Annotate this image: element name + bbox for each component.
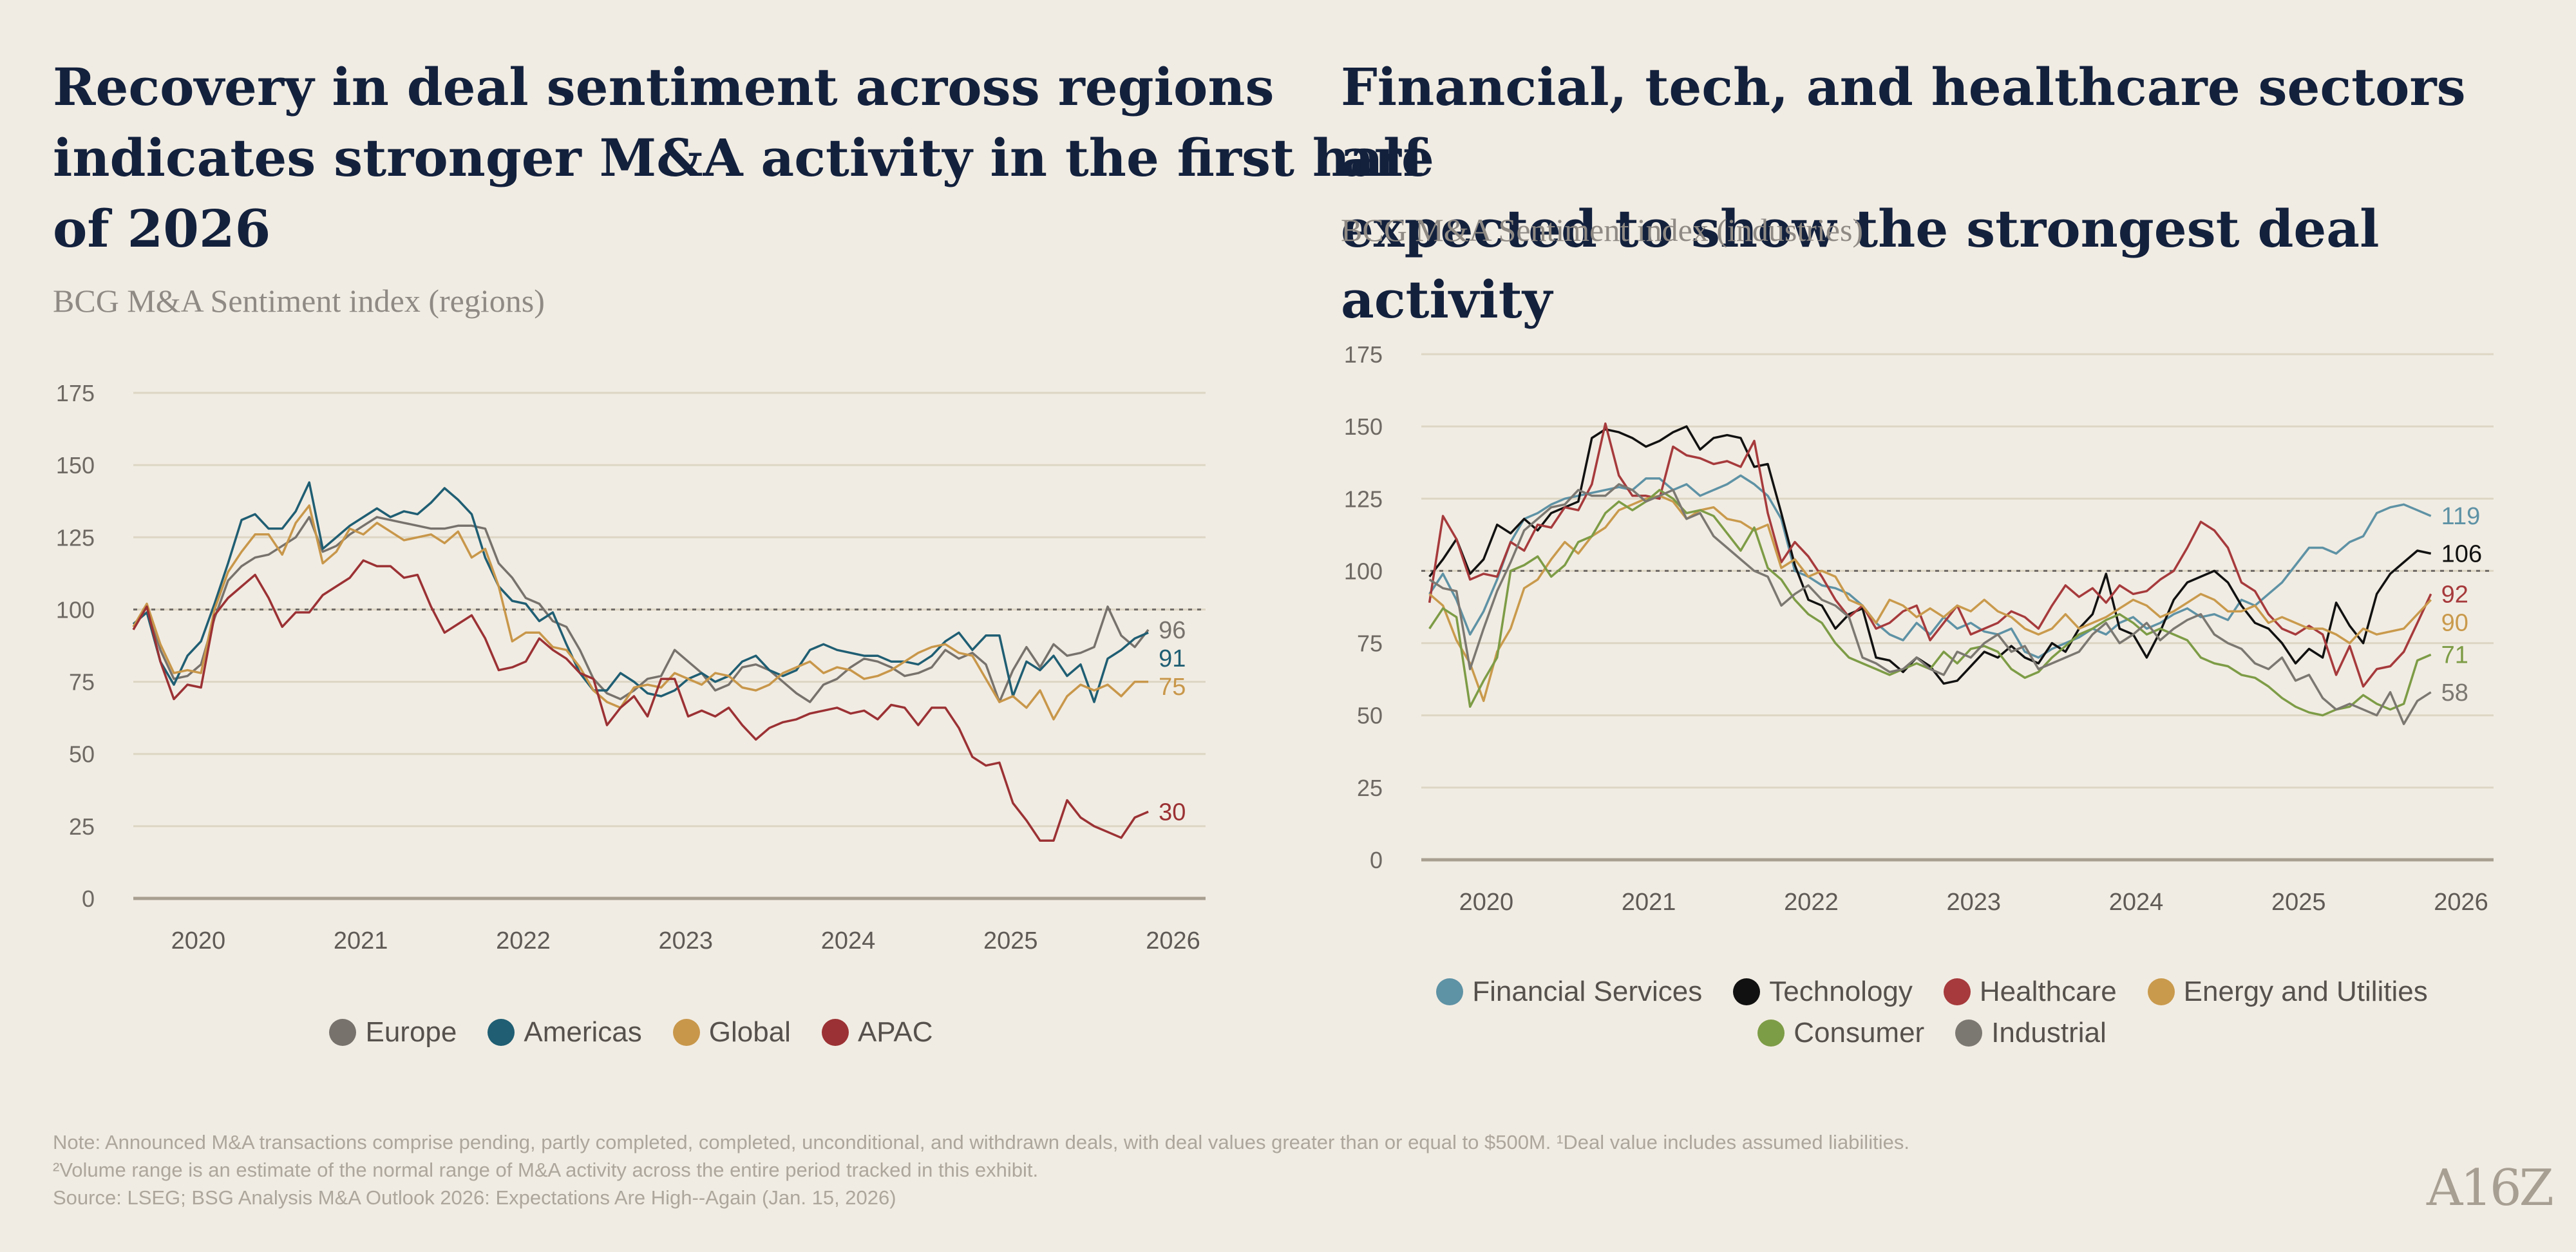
- series-end-label: 71: [2441, 642, 2468, 669]
- legend-item: Consumer: [1757, 1017, 1924, 1049]
- legend-label: Healthcare: [1979, 976, 2117, 1007]
- x-tick-label: 2023: [1946, 889, 2001, 916]
- series-line-technology: [1428, 425, 2432, 685]
- y-tick-label: 25: [1357, 775, 1383, 801]
- right-line-chart: 0 25 50 75 100 125 150 175 2020 2021 2022 2023 2024 2…: [1344, 341, 2494, 916]
- x-tick-label: 2022: [1784, 889, 1839, 916]
- footnote-line-1: Note: Announced M&A transactions compris…: [53, 1131, 1909, 1153]
- y-tick-label: 100: [56, 596, 95, 623]
- legend-item: Technology: [1733, 976, 1913, 1008]
- left-chart-title: Recovery in deal sentiment across region…: [53, 52, 1425, 264]
- legend-item: Americas: [488, 1016, 642, 1048]
- left-line-chart: 0 25 50 75 100 125 150 175 2020 2021 2022 2023 2024 2…: [56, 380, 1206, 954]
- legend-item: Europe: [329, 1016, 457, 1048]
- left-title-line-2: indicates stronger M&A activity in the f…: [53, 128, 1425, 188]
- right-chart-title: Financial, tech, and healthcare sectors …: [1341, 52, 2576, 335]
- y-tick-label: 125: [56, 524, 95, 551]
- series-line-americas: [132, 481, 1149, 703]
- legend-label: Technology: [1769, 976, 1913, 1007]
- y-tick-label: 50: [69, 741, 95, 768]
- left-title-line-3: of 2026: [53, 198, 271, 259]
- left-title-line-1: Recovery in deal sentiment across region…: [53, 57, 1274, 117]
- series-end-label: 106: [2441, 541, 2482, 568]
- left-chart-legend: Europe Americas Global APAC: [129, 1016, 1133, 1058]
- x-tick-label: 2025: [983, 927, 1038, 954]
- x-tick-label: 2020: [171, 927, 226, 954]
- right-chart-legend: Financial Services Technology Healthcare En…: [1391, 976, 2473, 1058]
- x-tick-label: 2021: [1622, 889, 1676, 916]
- legend-item: Global: [672, 1016, 791, 1048]
- x-tick-label: 2026: [2434, 889, 2488, 916]
- series-line-energy-and-utilities: [1428, 495, 2432, 703]
- y-tick-label: 125: [1344, 486, 1383, 512]
- right-title-line-1: Financial, tech, and healthcare sectors …: [1341, 57, 2466, 188]
- y-tick-label: 75: [1357, 631, 1383, 657]
- series-end-label: 75: [1159, 674, 1186, 701]
- y-tick-label: 0: [82, 886, 95, 912]
- y-tick-label: 175: [56, 380, 95, 406]
- right-chart-subtitle: BCG M&A Sentiment index (industries): [1341, 212, 1864, 248]
- source-line: Source: LSEG; BSG Analysis M&A Outlook 2…: [53, 1186, 896, 1209]
- right-title-line-2: expected to show the strongest deal acti…: [1341, 198, 2380, 330]
- series-end-label: 119: [2441, 503, 2481, 530]
- legend-swatch: [1436, 978, 1464, 1005]
- legend-label: Global: [708, 1016, 791, 1048]
- x-tick-label: 2022: [496, 927, 551, 954]
- series-end-label: 30: [1159, 799, 1186, 826]
- series-line-financial-services: [1428, 474, 2432, 659]
- legend-item: APAC: [821, 1016, 933, 1048]
- legend-item: Industrial: [1955, 1017, 2107, 1049]
- legend-item: Financial Services: [1436, 976, 1702, 1008]
- y-tick-label: 50: [1357, 703, 1383, 729]
- legend-swatch: [1955, 1020, 1983, 1047]
- series-end-label: 92: [2441, 581, 2468, 608]
- series-end-label: 90: [2441, 609, 2468, 636]
- legend-swatch: [1757, 1020, 1785, 1047]
- x-tick-label: 2021: [334, 927, 388, 954]
- legend-label: Industrial: [1991, 1017, 2107, 1048]
- y-tick-label: 175: [1344, 341, 1383, 368]
- y-tick-label: 150: [56, 452, 95, 479]
- legend-swatch: [821, 1019, 849, 1046]
- y-tick-label: 75: [69, 669, 95, 696]
- series-line-industrial: [1428, 483, 2432, 725]
- x-tick-label: 2025: [2271, 889, 2326, 916]
- legend-label: Consumer: [1794, 1017, 1925, 1048]
- x-tick-label: 2024: [2109, 889, 2164, 916]
- series-line-consumer: [1428, 489, 2432, 717]
- footnotes: Note: Announced M&A transactions compris…: [53, 1128, 2307, 1211]
- legend-swatch: [672, 1019, 700, 1046]
- legend-item: Healthcare: [1943, 976, 2117, 1008]
- legend-label: Europe: [365, 1016, 457, 1048]
- series-line-healthcare: [1428, 422, 2432, 688]
- legend-swatch: [1943, 978, 1971, 1005]
- legend-label: Americas: [524, 1016, 642, 1048]
- series-line-global: [132, 504, 1149, 721]
- legend-label: Financial Services: [1472, 976, 1703, 1007]
- y-tick-label: 0: [1370, 847, 1383, 873]
- a16z-logo: A16Z: [2427, 1159, 2554, 1217]
- legend-label: APAC: [857, 1016, 933, 1048]
- x-tick-label: 2024: [821, 927, 876, 954]
- series-line-apac: [132, 559, 1149, 842]
- legend-swatch: [2147, 978, 2175, 1005]
- legend-label: Energy and Utilities: [2183, 976, 2428, 1007]
- x-tick-label: 2020: [1459, 889, 1514, 916]
- series-end-label: 91: [1159, 645, 1186, 672]
- y-tick-label: 25: [69, 813, 95, 840]
- series-end-label: 96: [1159, 617, 1186, 644]
- x-tick-label: 2026: [1146, 927, 1200, 954]
- legend-swatch: [329, 1019, 357, 1046]
- legend-swatch: [488, 1019, 515, 1046]
- footnote-line-2: ²Volume range is an estimate of the norm…: [53, 1159, 1039, 1181]
- legend-swatch: [1733, 978, 1761, 1005]
- y-tick-label: 100: [1344, 558, 1383, 584]
- x-tick-label: 2023: [658, 927, 713, 954]
- legend-item: Energy and Utilities: [2147, 976, 2428, 1008]
- y-tick-label: 150: [1344, 413, 1383, 440]
- series-end-label: 58: [2441, 679, 2468, 707]
- series-line-europe: [132, 516, 1150, 703]
- left-chart-subtitle: BCG M&A Sentiment index (regions): [53, 283, 545, 319]
